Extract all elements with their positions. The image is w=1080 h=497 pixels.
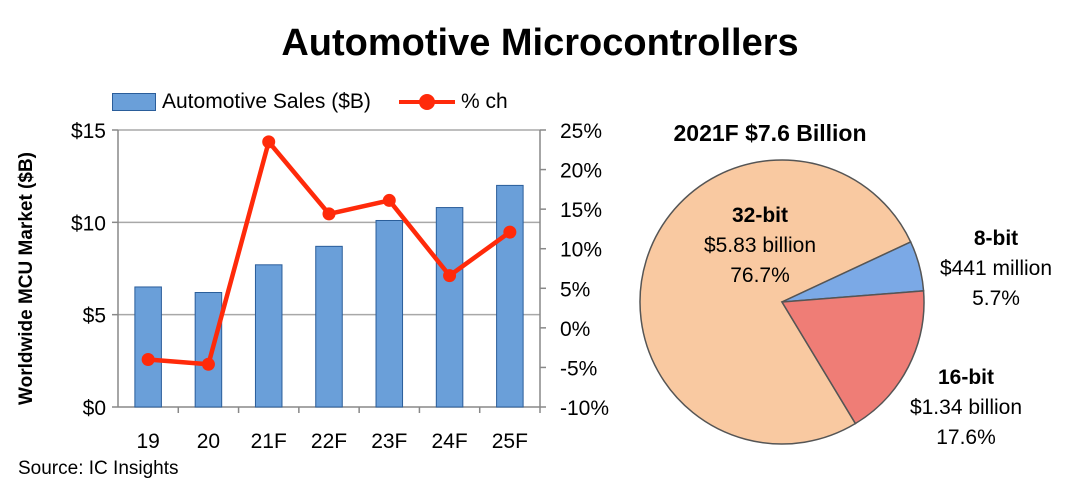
y2-tick-label: 10% bbox=[560, 239, 602, 262]
pie-slice-32-bit bbox=[639, 159, 912, 445]
y2-tick-label: 15% bbox=[560, 199, 602, 222]
legend-swatch-sales bbox=[112, 93, 156, 111]
x-tick-label: 23F bbox=[371, 430, 407, 453]
pie-label-8-bit-percent: 5.7% bbox=[972, 287, 1020, 310]
x-tick-label: 20 bbox=[197, 430, 220, 453]
pie-slice-16-bit bbox=[780, 290, 925, 425]
pie-title: 2021F $7.6 Billion bbox=[673, 120, 866, 146]
x-tick-label: 21F bbox=[251, 430, 287, 453]
pct-point-24F bbox=[443, 269, 457, 283]
y-tick-label: $5 bbox=[83, 305, 106, 328]
bar-line-chart: $0 $5 $10 $15 -10% -5% 0% 5% 10% 15% 20% 25% Worldwi… bbox=[16, 120, 609, 453]
y-tick-label: $0 bbox=[83, 397, 106, 420]
source-note: Source: IC Insights bbox=[18, 458, 179, 479]
y-tick-label: $15 bbox=[71, 120, 106, 143]
pie-label-32-bit-name: 32-bit bbox=[732, 204, 788, 227]
bar-21F bbox=[254, 264, 283, 408]
x-tick-label: 25F bbox=[492, 430, 528, 453]
y2-tick-label: 0% bbox=[560, 318, 590, 341]
x-tick-label: 22F bbox=[311, 430, 347, 453]
pie-chart: 2021F $7.6 Billion 32-bit $5.83 billion 76.… bbox=[639, 120, 1052, 449]
pct-point-21F bbox=[262, 135, 276, 149]
y2-tick-label: 25% bbox=[560, 120, 602, 143]
x-tick-label: 19 bbox=[136, 430, 159, 453]
legend: Automotive Sales ($B) % ch bbox=[112, 88, 508, 116]
legend-label-pct: % ch bbox=[460, 90, 508, 113]
bar-24F bbox=[435, 207, 464, 408]
pct-point-19 bbox=[141, 353, 155, 367]
pct-point-23F bbox=[382, 193, 396, 207]
bar-20 bbox=[194, 292, 223, 408]
pie-label-32-bit-percent: 76.7% bbox=[730, 264, 790, 287]
bar-25F bbox=[496, 184, 524, 408]
bar-23F bbox=[375, 219, 404, 408]
pct-point-25F bbox=[503, 225, 517, 239]
pie-label-32-bit-amount: $5.83 billion bbox=[704, 234, 816, 257]
y2-tick-label: -10% bbox=[560, 397, 609, 420]
bar-22F bbox=[315, 245, 343, 408]
chart-title: Automotive Microcontrollers bbox=[281, 22, 799, 64]
y2-tick-label: 20% bbox=[560, 160, 602, 183]
pie-label-16-bit-amount: $1.34 billion bbox=[910, 396, 1022, 419]
y-axis-title: Worldwide MCU Market ($B) bbox=[16, 152, 37, 405]
legend-label-sales: Automotive Sales ($B) bbox=[162, 90, 371, 113]
pie-label-8-bit-name: 8-bit bbox=[974, 227, 1018, 250]
y-tick-label: $10 bbox=[71, 212, 106, 235]
pie-label-8-bit-amount: $441 million bbox=[940, 257, 1052, 280]
y2-tick-label: 5% bbox=[560, 278, 590, 301]
pie-label-16-bit-percent: 17.6% bbox=[936, 426, 996, 449]
pct-point-20 bbox=[201, 357, 215, 371]
bar-19 bbox=[134, 286, 162, 408]
pie-label-16-bit-name: 16-bit bbox=[938, 366, 994, 389]
y2-tick-label: -5% bbox=[560, 357, 597, 380]
legend-line-marker bbox=[398, 93, 455, 111]
pct-point-22F bbox=[322, 207, 336, 221]
x-tick-label: 24F bbox=[431, 430, 467, 453]
